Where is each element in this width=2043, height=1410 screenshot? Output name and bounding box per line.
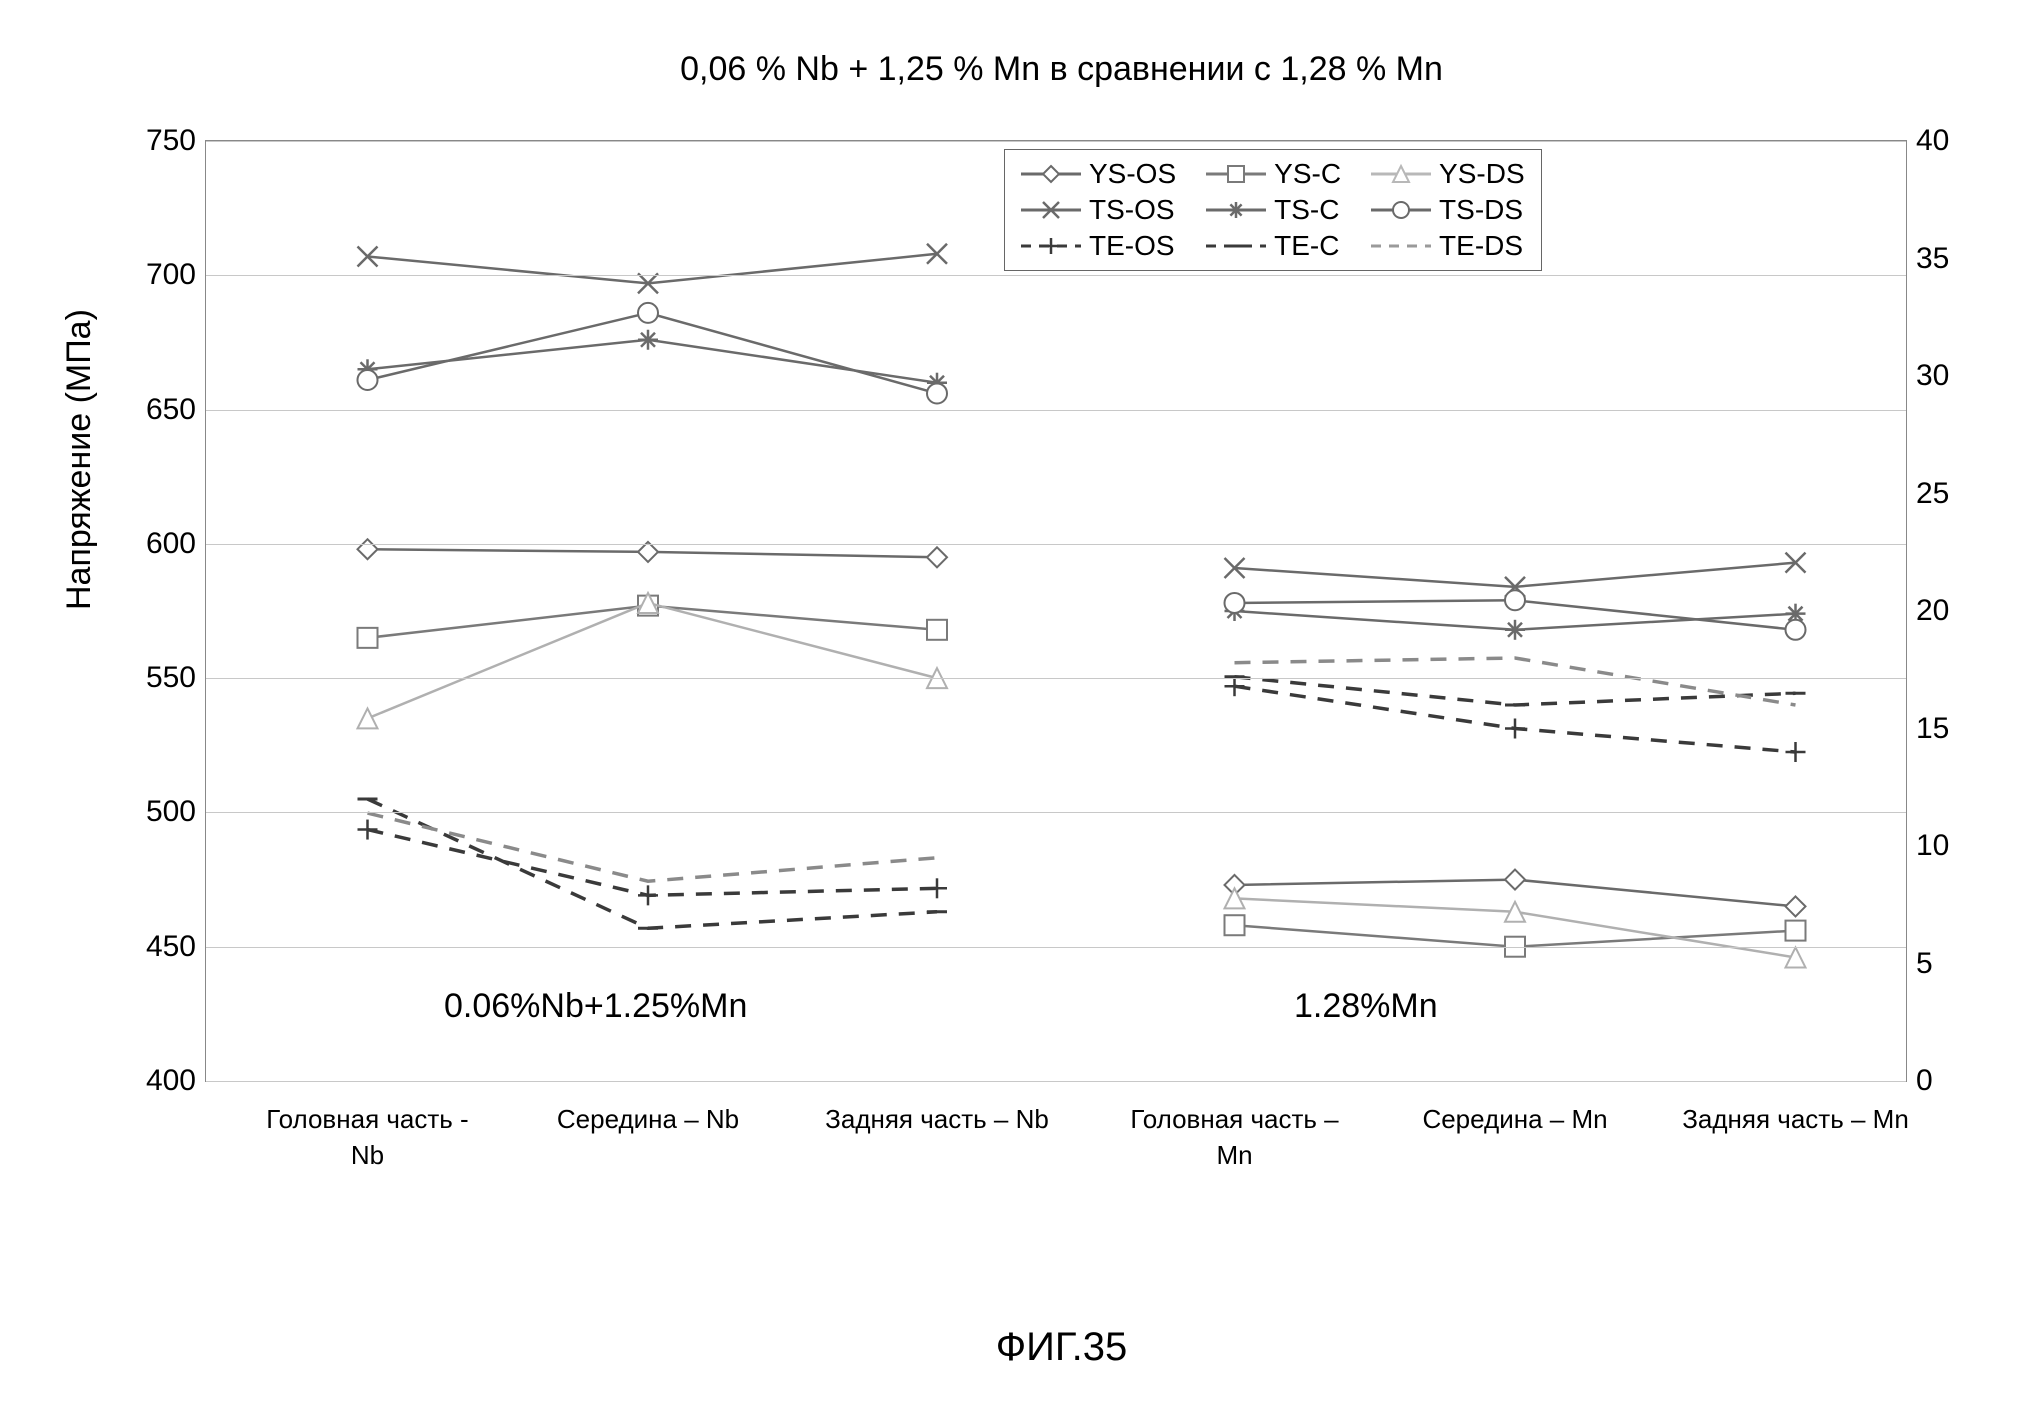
region-label: 1.28%Mn <box>1294 987 1438 1026</box>
x-tick-label: Середина – Mn <box>1395 1081 1635 1137</box>
y-right-tick-label: 25 <box>1906 477 1949 511</box>
legend-item: YS-OS <box>1021 158 1176 190</box>
series-line <box>368 813 938 881</box>
legend-label: YS-C <box>1274 158 1341 190</box>
grid-line <box>206 678 1906 679</box>
y-right-tick-label: 20 <box>1906 594 1949 628</box>
legend-label: TE-DS <box>1439 230 1523 262</box>
series-line <box>368 340 938 383</box>
legend-swatch-icon <box>1021 234 1081 258</box>
legend-label: TS-DS <box>1439 194 1523 226</box>
grid-line <box>206 947 1906 948</box>
x-tick-label: Середина – Nb <box>528 1081 768 1137</box>
x-tick-label: Головная часть - Nb <box>248 1081 488 1174</box>
region-label: 0.06%Nb+1.25%Mn <box>444 987 747 1026</box>
y-right-tick-label: 35 <box>1906 242 1949 276</box>
x-tick-label: Задняя часть – Nb <box>817 1081 1057 1137</box>
legend-item: TS-C <box>1206 194 1341 226</box>
y-right-tick-label: 15 <box>1906 712 1949 746</box>
legend-swatch-icon <box>1021 198 1081 222</box>
chart-title: 0,06 % Nb + 1,25 % Mn в сравнении с 1,28… <box>40 50 2043 89</box>
legend-item: YS-C <box>1206 158 1341 190</box>
chart-container: 0,06 % Nb + 1,25 % Mn в сравнении с 1,28… <box>40 40 2043 1370</box>
y-right-tick-label: 5 <box>1906 947 1933 981</box>
series-line <box>368 313 938 394</box>
legend-label: YS-DS <box>1439 158 1525 190</box>
series-line <box>368 799 938 928</box>
grid-line <box>206 275 1906 276</box>
plot-area: 4004505005506006507007500510152025303540… <box>205 140 1907 1082</box>
legend-swatch-icon <box>1371 162 1431 186</box>
y-left-tick-label: 400 <box>146 1064 206 1098</box>
figure-caption: ФИГ.35 <box>40 1325 2043 1370</box>
legend-swatch-icon <box>1206 162 1266 186</box>
y-right-tick-label: 10 <box>1906 829 1949 863</box>
grid-line <box>206 410 1906 411</box>
x-tick-label: Головная часть – Mn <box>1115 1081 1355 1174</box>
y-right-tick-label: 30 <box>1906 359 1949 393</box>
legend-swatch-icon <box>1371 198 1431 222</box>
y-left-tick-label: 700 <box>146 258 206 292</box>
y-left-tick-label: 550 <box>146 661 206 695</box>
legend-item: TE-DS <box>1371 230 1525 262</box>
legend-label: YS-OS <box>1089 158 1176 190</box>
x-tick-label: Задняя часть – Mn <box>1676 1081 1916 1137</box>
legend-item: TS-OS <box>1021 194 1176 226</box>
y-left-tick-label: 450 <box>146 930 206 964</box>
legend-item: YS-DS <box>1371 158 1525 190</box>
legend-item: TE-OS <box>1021 230 1176 262</box>
legend-label: TS-OS <box>1089 194 1175 226</box>
legend-item: TS-DS <box>1371 194 1525 226</box>
plot-svg <box>206 141 1906 1081</box>
y-left-tick-label: 650 <box>146 393 206 427</box>
y-left-tick-label: 600 <box>146 527 206 561</box>
grid-line <box>206 141 1906 142</box>
legend-label: TS-C <box>1274 194 1339 226</box>
legend-swatch-icon <box>1371 234 1431 258</box>
legend-swatch-icon <box>1206 198 1266 222</box>
y-left-axis-label: Напряжение (МПа) <box>60 309 99 610</box>
grid-line <box>206 812 1906 813</box>
series-line <box>368 603 938 718</box>
legend-swatch-icon <box>1206 234 1266 258</box>
legend-item: TE-C <box>1206 230 1341 262</box>
legend-label: TE-OS <box>1089 230 1175 262</box>
grid-line <box>206 544 1906 545</box>
legend-label: TE-C <box>1274 230 1339 262</box>
y-right-tick-label: 40 <box>1906 124 1949 158</box>
legend: YS-OS YS-C YS-DS TS-OS TS-C TS-DS TE-OS TE-C TE-… <box>1004 149 1542 271</box>
legend-swatch-icon <box>1021 162 1081 186</box>
y-left-tick-label: 500 <box>146 795 206 829</box>
series-line <box>1235 563 1796 587</box>
y-left-tick-label: 750 <box>146 124 206 158</box>
